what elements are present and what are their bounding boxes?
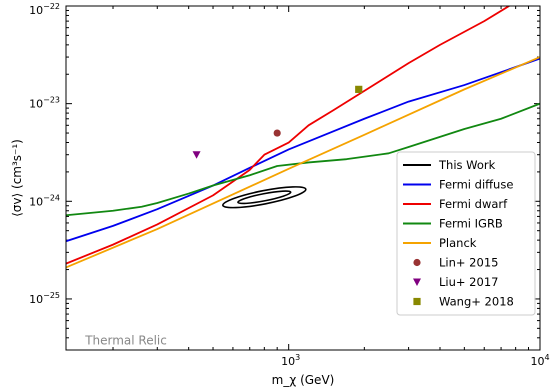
markers-group <box>192 85 363 159</box>
legend-label-this-work: This Work <box>438 158 496 172</box>
series-fermi-dwarf <box>66 6 511 265</box>
series-fermi-igrb <box>66 102 540 217</box>
x-axis-label: m_χ (GeV) <box>272 373 335 387</box>
series-fermi-diffuse <box>66 57 540 243</box>
legend-swatch-wang-2018 <box>413 297 421 306</box>
contour-group <box>222 186 307 209</box>
contour-ellipse-1 <box>222 186 307 209</box>
annotations-group: Thermal Relic <box>84 334 167 348</box>
legend-swatch-liu-2017 <box>413 278 421 286</box>
legend-label-wang-2018: Wang+ 2018 <box>439 295 514 309</box>
y-tick-label: 10−24 <box>29 193 60 208</box>
marker-lin-2015 <box>273 129 281 137</box>
legend-label-liu-2017: Liu+ 2017 <box>439 275 498 289</box>
y-axis-label: ⟨σv⟩ (cm³s⁻¹) <box>10 139 24 217</box>
thermal-relic-line <box>66 359 540 363</box>
x-tick-label: 103 <box>281 353 300 368</box>
plot-frame <box>65 5 541 351</box>
legend-label-planck: Planck <box>439 236 477 250</box>
legend-label-fermi-dwarf: Fermi dwarf <box>439 197 508 211</box>
marker-liu-2017 <box>192 151 201 159</box>
y-tick-label: 10−23 <box>29 96 60 111</box>
series-group <box>66 6 540 363</box>
x-tick-label: 104 <box>530 353 549 368</box>
y-tick-label: 10−22 <box>29 2 60 17</box>
legend: This Work Fermi diffuse Fermi dwarf Fermi I… <box>396 151 536 316</box>
legend-label-fermi-diffuse: Fermi diffuse <box>439 178 513 192</box>
tick-labels: 103 104 10−25 10−24 10−23 10−22 <box>29 2 549 368</box>
marker-wang-2018 <box>355 85 363 93</box>
y-tick-label: 10−25 <box>29 291 60 306</box>
legend-label-fermi-igrb: Fermi IGRB <box>439 217 503 231</box>
legend-swatch-lin-2015 <box>413 258 421 267</box>
contour-ellipse-2 <box>237 190 292 205</box>
legend-label-lin-2015: Lin+ 2015 <box>439 256 498 270</box>
legend-box <box>396 151 536 316</box>
thermal-relic-label: Thermal Relic <box>84 334 167 348</box>
series-planck <box>66 56 540 269</box>
